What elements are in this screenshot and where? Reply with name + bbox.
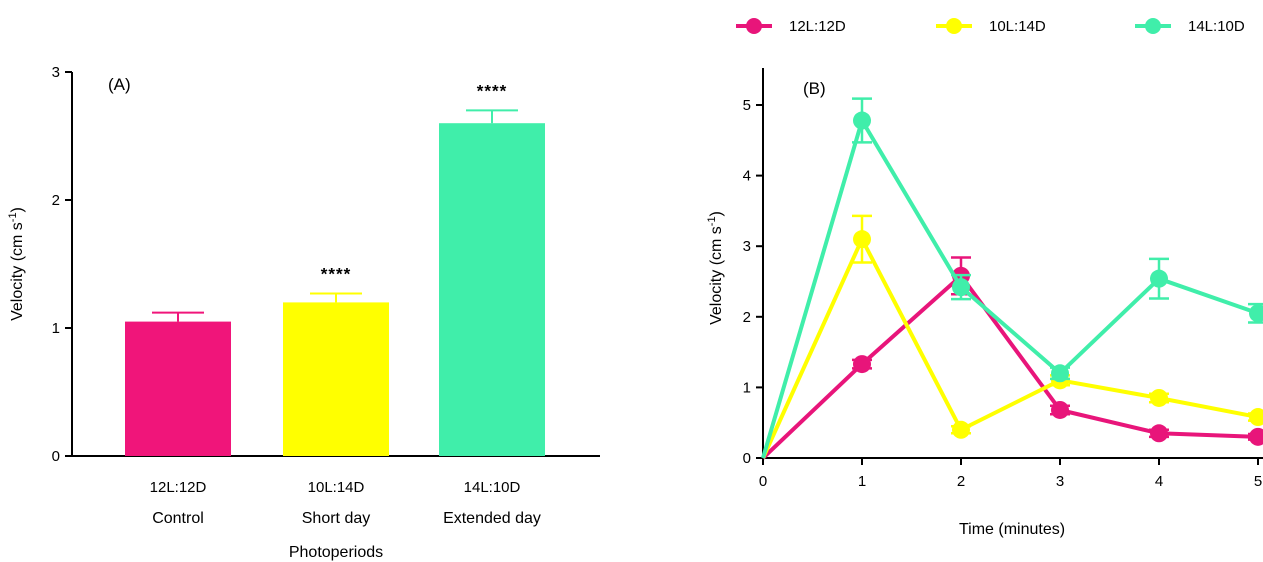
y-tick-label: 2 (743, 309, 751, 326)
x-tick-label: 10L:14D (308, 479, 365, 496)
x-tick-label: 14L:10D (464, 479, 521, 496)
data-point (853, 355, 871, 374)
legend-swatch-marker (1145, 18, 1161, 34)
series-10L:14D (761, 214, 1263, 459)
panel-label-a: (A) (108, 75, 131, 94)
series-line (761, 118, 1259, 459)
data-point (853, 111, 871, 130)
y-tick-label: 1 (52, 320, 60, 337)
data-point (1051, 364, 1069, 383)
legend-swatch-marker (746, 18, 762, 34)
x-tick-label: 12L:12D (150, 479, 207, 496)
x-tick-label: 0 (759, 473, 767, 490)
data-point (1150, 269, 1168, 288)
x-tick-label: 4 (1155, 473, 1163, 490)
panel-label-b: (B) (803, 79, 826, 98)
legend: 12L:12D 10L:14D 14L:10D (736, 18, 1245, 35)
legend-label: 12L:12D (789, 18, 846, 35)
series-line (761, 273, 1259, 460)
x-tick-label: 2 (957, 473, 965, 490)
significance-label: **** (321, 264, 351, 283)
x-category-sublabel: Short day (302, 510, 370, 527)
legend-swatch-marker (946, 18, 962, 34)
y-tick-label: 5 (743, 97, 751, 114)
bar (439, 123, 545, 456)
x-axis-label-a: Photoperiods (289, 544, 383, 561)
bar (125, 321, 231, 456)
series-14L:10D (761, 97, 1263, 459)
y-tick-label: 0 (743, 450, 751, 467)
y-tick-label: 4 (743, 168, 751, 185)
data-point (1249, 427, 1263, 446)
data-point (952, 278, 970, 297)
bar-chart-panel: 0 1 2 3 **** **** 12L:12D Control 10L:14D Short… (7, 64, 600, 561)
x-category-sublabel: Control (152, 510, 204, 527)
x-axis-label-b: Time (minutes) (959, 521, 1065, 538)
y-tick-label: 3 (52, 64, 60, 81)
y-axis-label-b: Velocity (cm s-1) (706, 211, 725, 325)
x-tick-label: 1 (858, 473, 866, 490)
series-line (761, 237, 1259, 459)
y-axis-label-a: Velocity (cm s-1) (7, 207, 26, 321)
x-tick-label: 5 (1254, 473, 1262, 490)
y-tick-label: 0 (52, 448, 60, 465)
data-point (1249, 408, 1263, 427)
legend-label: 10L:14D (989, 18, 1046, 35)
data-point (1249, 304, 1263, 323)
bar (283, 302, 389, 456)
x-category-sublabel: Extended day (443, 510, 541, 527)
y-tick-label: 1 (743, 379, 751, 396)
line-chart-panel: 0 1 2 3 4 5 0 1 2 3 4 5 (B) Velocity (cm s-1) Time… (706, 18, 1263, 538)
legend-label: 14L:10D (1188, 18, 1245, 35)
data-point (1150, 388, 1168, 407)
x-tick-label: 3 (1056, 473, 1064, 490)
data-point (853, 230, 871, 249)
y-tick-label: 2 (52, 192, 60, 209)
y-tick-label: 3 (743, 238, 751, 255)
data-point (1150, 424, 1168, 443)
data-point (1051, 400, 1069, 419)
data-point (952, 420, 970, 439)
significance-label: **** (477, 81, 507, 100)
